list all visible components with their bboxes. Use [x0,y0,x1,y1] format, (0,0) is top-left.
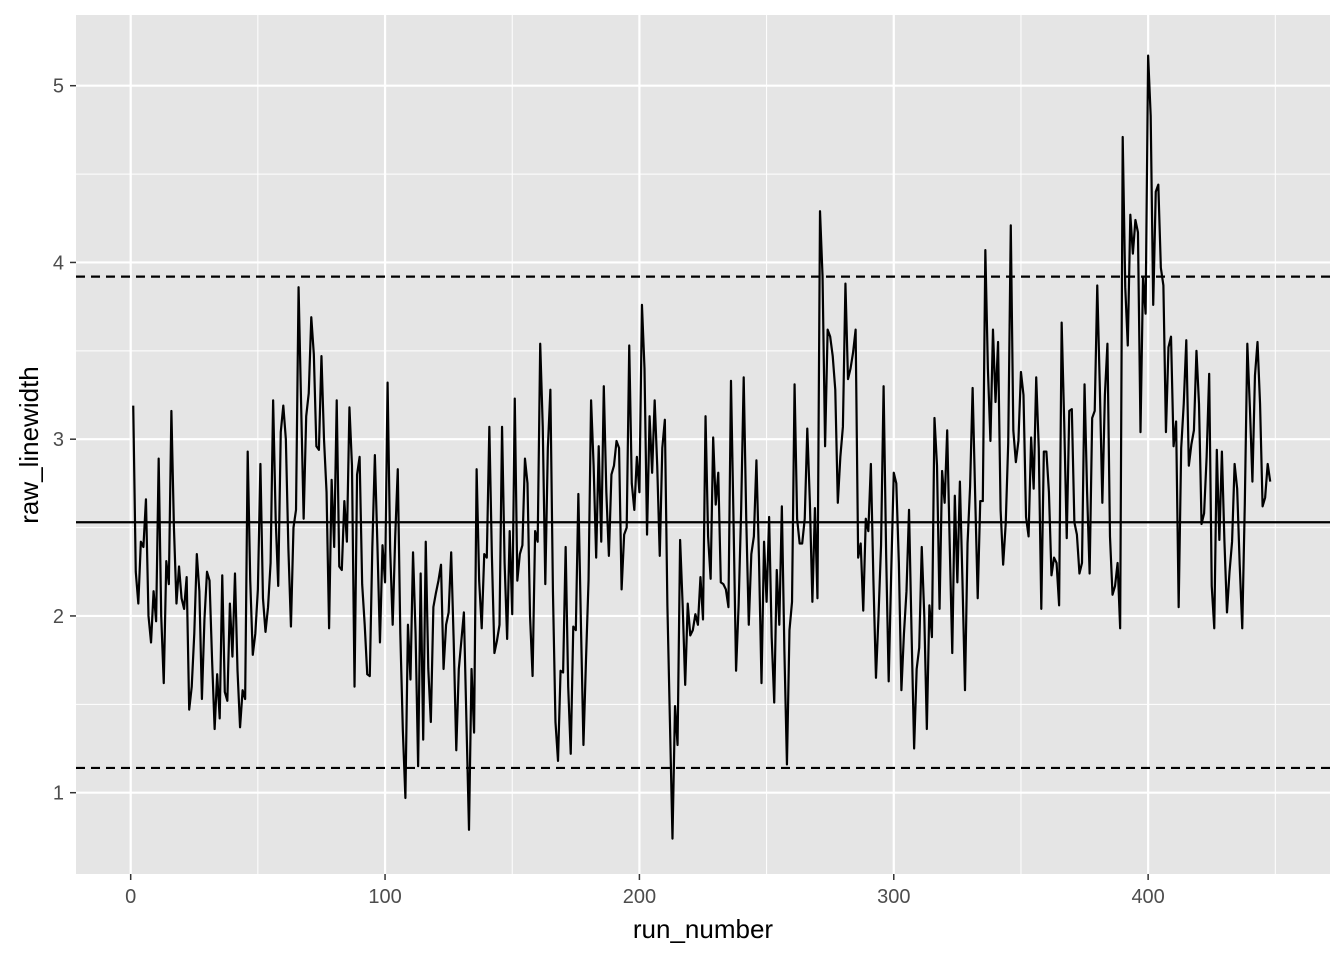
y-axis-title: raw_linewidth [14,366,44,524]
x-axis-title: run_number [633,914,774,944]
minor-gridlines [76,15,1330,874]
x-axis-ticks: 0 100 200 300 400 [125,874,1165,908]
y-tick-label: 1 [53,783,64,805]
y-tick-label: 5 [53,76,64,98]
x-tick-label: 400 [1131,886,1164,908]
series-line-raw-linewidth [132,54,1272,840]
x-tick-label: 300 [877,886,910,908]
y-axis-ticks: 1 2 3 4 5 [53,76,76,805]
x-tick-label: 200 [623,886,656,908]
x-tick-label: 0 [125,886,136,908]
y-tick-label: 3 [53,429,64,451]
y-tick-label: 2 [53,606,64,628]
major-gridlines [76,15,1330,874]
plot-panel [76,15,1330,874]
x-tick-label: 100 [368,886,401,908]
y-tick-label: 4 [53,252,64,274]
